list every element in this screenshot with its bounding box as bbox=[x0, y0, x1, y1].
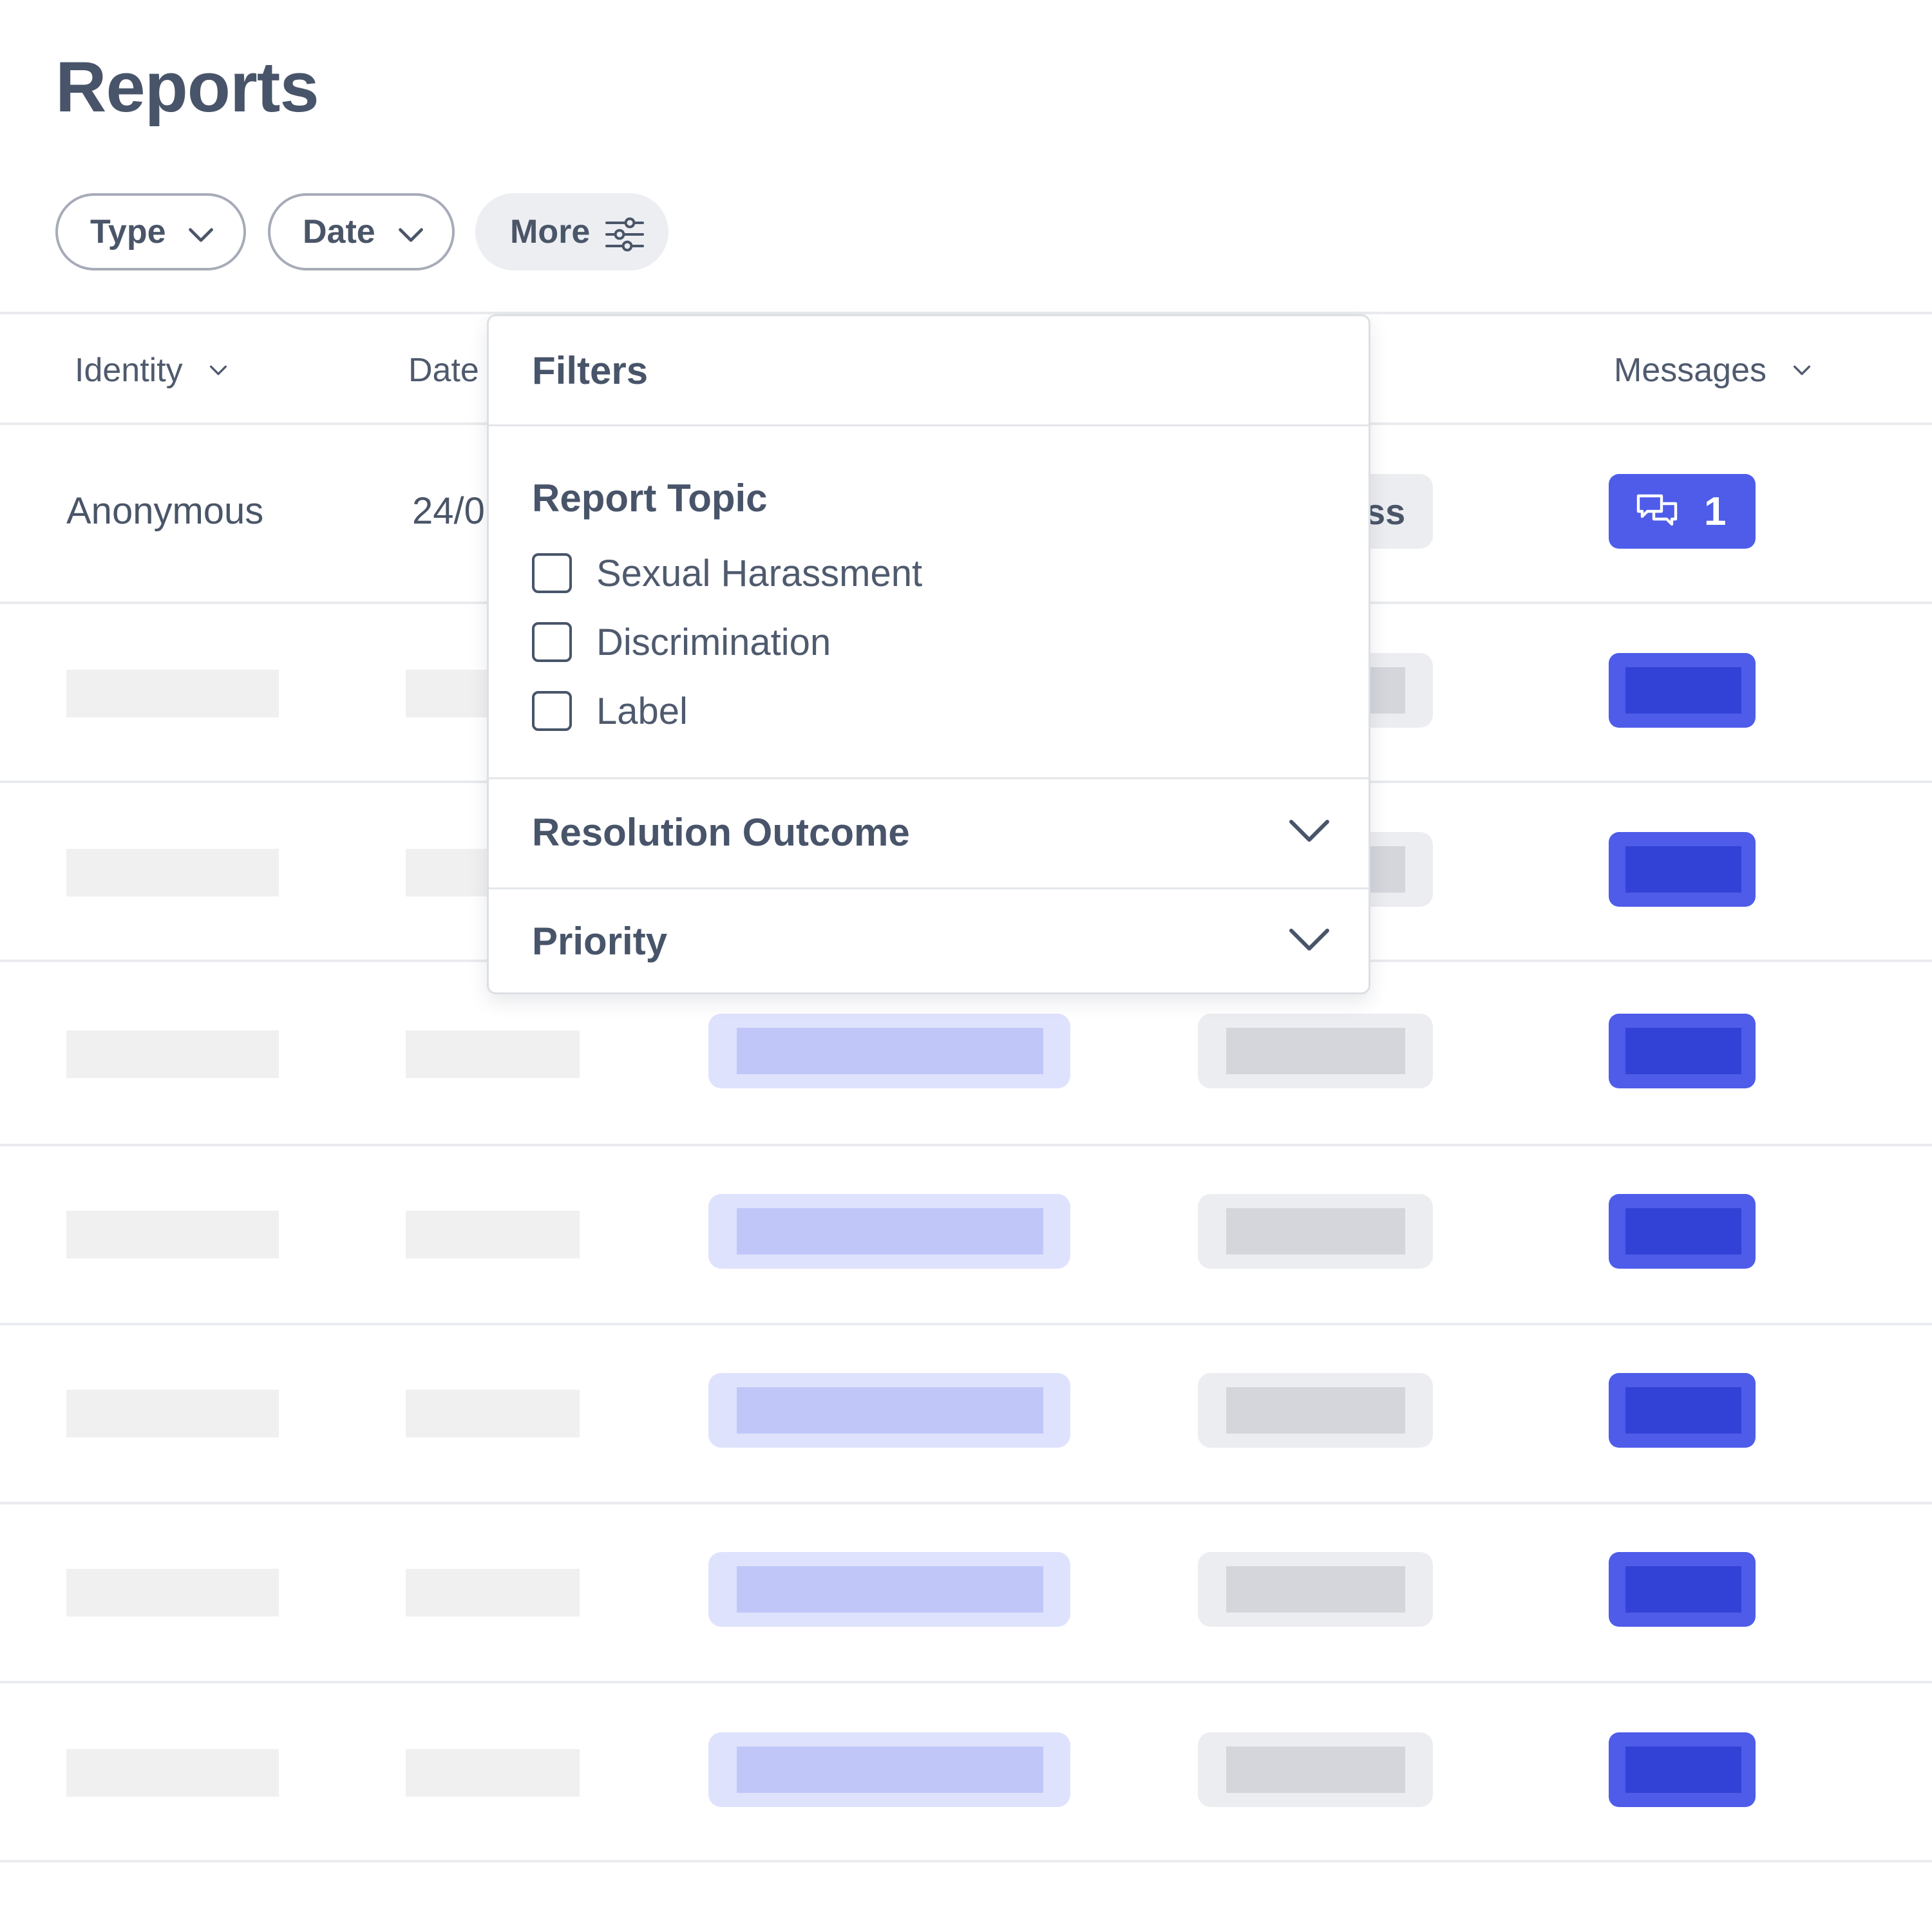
skeleton-messages-button[interactable] bbox=[1609, 653, 1756, 728]
skeleton-identity bbox=[66, 670, 279, 717]
skeleton-type bbox=[708, 1732, 1070, 1807]
skeleton-messages-button[interactable] bbox=[1609, 1014, 1756, 1088]
type-filter-label: Type bbox=[90, 213, 166, 251]
messages-count: 1 bbox=[1704, 489, 1727, 534]
resolution-outcome-heading: Resolution Outcome bbox=[532, 811, 910, 854]
checkbox[interactable] bbox=[532, 622, 572, 662]
filters-dropdown: Filters Report Topic Sexual Harassment D… bbox=[487, 314, 1370, 994]
skeleton-type bbox=[708, 1552, 1070, 1627]
column-header-identity[interactable]: Identity bbox=[75, 351, 229, 390]
row-divider bbox=[0, 1860, 1932, 1862]
report-topic-heading: Report Topic bbox=[532, 477, 768, 520]
skeleton-messages-button[interactable] bbox=[1609, 832, 1756, 907]
skeleton-date bbox=[406, 1749, 580, 1797]
column-header-messages[interactable]: Messages bbox=[1614, 351, 1813, 390]
chevron-down-icon bbox=[1289, 929, 1329, 951]
identity-cell: Anonymous bbox=[66, 490, 264, 532]
option-label-topic[interactable]: Label bbox=[532, 688, 688, 734]
date-filter-button[interactable]: Date bbox=[268, 193, 455, 270]
chevron-down-icon bbox=[209, 365, 227, 375]
option-label: Discrimination bbox=[596, 621, 831, 663]
priority-section[interactable]: Priority bbox=[489, 889, 1368, 992]
chevron-down-icon bbox=[189, 228, 213, 242]
chevron-down-icon bbox=[1289, 820, 1329, 842]
filters-dropdown-title: Filters bbox=[532, 349, 649, 392]
date-cell: 24/0 bbox=[412, 490, 485, 532]
row-divider bbox=[0, 1681, 1932, 1683]
skeleton-status bbox=[1198, 1552, 1433, 1627]
skeleton-date bbox=[406, 1030, 580, 1078]
more-filters-label: More bbox=[510, 213, 591, 251]
skeleton-identity bbox=[66, 1569, 279, 1616]
skeleton-identity bbox=[66, 1749, 279, 1797]
option-sexual-harassment[interactable]: Sexual Harassment bbox=[532, 551, 922, 596]
skeleton-identity bbox=[66, 1390, 279, 1437]
checkbox[interactable] bbox=[532, 691, 572, 731]
checkbox[interactable] bbox=[532, 553, 572, 593]
type-filter-button[interactable]: Type bbox=[55, 193, 246, 270]
status-badge-label: ss bbox=[1365, 491, 1406, 532]
column-header-date[interactable]: Date bbox=[408, 351, 479, 390]
table-top-rule bbox=[0, 312, 1932, 314]
panel-divider bbox=[489, 424, 1368, 426]
sliders-icon bbox=[605, 217, 644, 252]
skeleton-date bbox=[406, 1390, 580, 1437]
skeleton-type bbox=[708, 1373, 1070, 1448]
skeleton-status bbox=[1198, 1194, 1433, 1269]
column-header-messages-label: Messages bbox=[1614, 352, 1766, 389]
skeleton-date bbox=[406, 1569, 580, 1616]
skeleton-type bbox=[708, 1194, 1070, 1269]
more-filters-button[interactable]: More bbox=[475, 193, 668, 270]
skeleton-messages-button[interactable] bbox=[1609, 1552, 1756, 1627]
page-title: Reports bbox=[55, 48, 319, 127]
column-header-date-label: Date bbox=[408, 352, 479, 389]
date-filter-label: Date bbox=[303, 213, 375, 251]
skeleton-type bbox=[708, 1014, 1070, 1088]
skeleton-status bbox=[1198, 1732, 1433, 1807]
skeleton-status bbox=[1198, 1373, 1433, 1448]
skeleton-messages-button[interactable] bbox=[1609, 1373, 1756, 1448]
panel-divider bbox=[489, 887, 1368, 889]
priority-heading: Priority bbox=[532, 920, 668, 963]
skeleton-date bbox=[406, 1211, 580, 1258]
column-header-identity-label: Identity bbox=[75, 352, 183, 389]
option-label: Label bbox=[596, 690, 688, 732]
option-discrimination[interactable]: Discrimination bbox=[532, 620, 831, 665]
skeleton-messages-button[interactable] bbox=[1609, 1732, 1756, 1807]
chevron-down-icon bbox=[1793, 365, 1811, 375]
skeleton-identity bbox=[66, 849, 279, 896]
messages-button[interactable]: 1 bbox=[1609, 474, 1756, 549]
resolution-outcome-section[interactable]: Resolution Outcome bbox=[489, 779, 1368, 887]
row-divider bbox=[0, 1323, 1932, 1325]
skeleton-identity bbox=[66, 1211, 279, 1258]
row-divider bbox=[0, 1502, 1932, 1504]
skeleton-messages-button[interactable] bbox=[1609, 1194, 1756, 1269]
skeleton-status bbox=[1198, 1014, 1433, 1088]
skeleton-identity bbox=[66, 1030, 279, 1078]
chevron-down-icon bbox=[399, 228, 423, 242]
chat-bubbles-icon bbox=[1636, 494, 1678, 526]
row-divider bbox=[0, 1144, 1932, 1146]
panel-divider bbox=[489, 777, 1368, 779]
option-label: Sexual Harassment bbox=[596, 552, 923, 594]
